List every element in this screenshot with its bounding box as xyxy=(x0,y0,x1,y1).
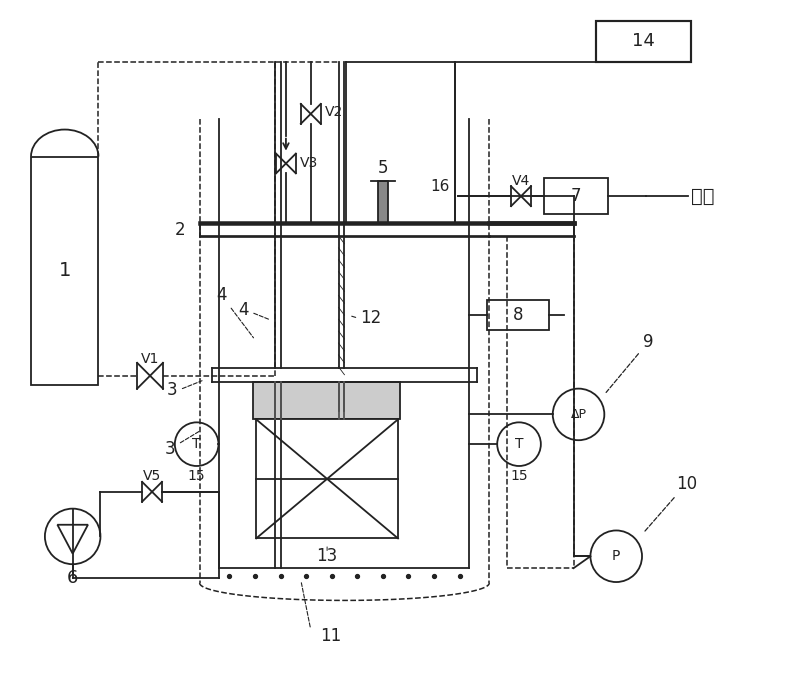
Text: 12: 12 xyxy=(360,309,382,327)
Text: 大气: 大气 xyxy=(690,187,714,206)
Text: 11: 11 xyxy=(320,627,341,645)
Text: V3: V3 xyxy=(300,156,318,171)
Text: ΔP: ΔP xyxy=(570,408,586,421)
Text: 6: 6 xyxy=(67,569,78,587)
Bar xyxy=(544,178,608,214)
Text: 4: 4 xyxy=(238,301,250,319)
Text: V5: V5 xyxy=(143,469,161,483)
Text: 13: 13 xyxy=(317,547,338,565)
Bar xyxy=(31,156,98,385)
Text: 1: 1 xyxy=(58,261,71,280)
Text: 3: 3 xyxy=(166,381,177,399)
Text: 3: 3 xyxy=(165,431,200,458)
Bar xyxy=(487,300,549,330)
Text: 7: 7 xyxy=(570,187,581,206)
Bar xyxy=(256,419,398,538)
Text: 10: 10 xyxy=(644,475,697,532)
Text: 9: 9 xyxy=(606,333,654,393)
Text: 15: 15 xyxy=(188,469,206,483)
Text: 15: 15 xyxy=(510,469,528,483)
Text: V4: V4 xyxy=(512,174,530,188)
Text: 4: 4 xyxy=(216,286,254,338)
Text: 5: 5 xyxy=(378,160,388,177)
Text: V2: V2 xyxy=(325,105,343,119)
Text: 14: 14 xyxy=(631,32,654,51)
Text: P: P xyxy=(612,549,621,563)
Text: 2: 2 xyxy=(175,221,186,239)
Bar xyxy=(596,21,690,62)
Bar xyxy=(378,182,388,223)
Bar xyxy=(254,382,400,419)
Text: T: T xyxy=(514,437,523,451)
Text: 16: 16 xyxy=(430,179,450,194)
Text: V1: V1 xyxy=(141,352,159,366)
Text: 8: 8 xyxy=(513,306,523,324)
Text: T: T xyxy=(193,437,201,451)
